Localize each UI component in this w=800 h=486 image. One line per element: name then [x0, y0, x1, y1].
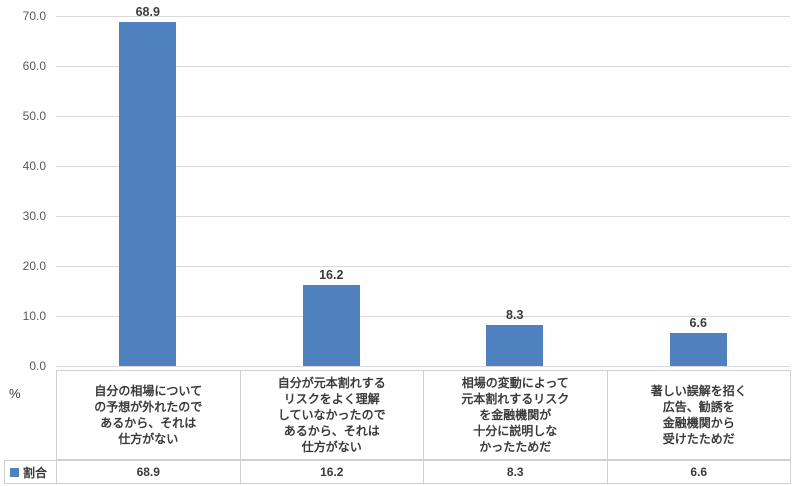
y-axis-unit-label: %	[9, 386, 21, 401]
y-axis-tick-label: 60.0	[22, 59, 46, 73]
category-label-line: あるから、それは	[100, 416, 197, 430]
bar-4	[669, 333, 727, 366]
gridline	[56, 66, 790, 67]
category-label-line: を金融機関が	[479, 408, 552, 422]
bar-value-label: 16.2	[319, 268, 344, 282]
category-label-line: の予想が外れたので	[94, 400, 203, 414]
gridline	[56, 316, 790, 317]
y-axis-tick-label: 20.0	[22, 259, 46, 273]
bar-value-label: 68.9	[135, 4, 160, 19]
y-axis-tick-label: 50.0	[22, 109, 46, 123]
data-table-value: 68.9	[56, 460, 240, 484]
legend-cell: 割合	[4, 460, 56, 484]
category-label-line: 仕方がない	[301, 440, 362, 454]
category-label-line: 著しい誤解を招く	[650, 384, 747, 398]
gridline	[56, 216, 790, 217]
bar-value-label: 8.3	[506, 307, 524, 322]
category-label-line: 自分が元本割れする	[277, 376, 386, 390]
category-label-line: 相場の変動によって	[461, 376, 569, 390]
category-label-line: 元本割れするリスク	[461, 392, 570, 406]
category-label-line: していなかったので	[277, 408, 386, 422]
category-label-line: 自分の相場について	[94, 384, 203, 398]
gridline	[56, 266, 790, 267]
category-label-line: 仕方がない	[118, 432, 179, 446]
bar-value-label: 6.6	[689, 316, 707, 330]
data-table-value: 6.6	[606, 460, 791, 484]
bar-2	[302, 285, 360, 366]
category-label-line: 金融機関から	[662, 416, 735, 430]
series-marker-icon	[10, 467, 19, 477]
gridline	[56, 166, 790, 167]
y-axis-tick-label: 70.0	[22, 9, 46, 23]
gridline	[56, 366, 790, 367]
x-axis-category-label: 相場の変動によって 元本割れするリスク を金融機関が 十分に説明しな かったためだ	[423, 370, 607, 460]
category-label-line: リスクをよく理解	[283, 392, 380, 406]
category-label-line: 広告、勧誘を	[662, 400, 735, 414]
y-axis-tick-label: 30.0	[22, 209, 46, 223]
data-table-value: 8.3	[423, 460, 607, 484]
category-label-line: あるから、それは	[283, 424, 380, 438]
bar-3	[486, 324, 544, 366]
bar-1	[119, 21, 177, 366]
x-axis-category-label: 自分が元本割れする リスクをよく理解 していなかったので あるから、それは 仕方がない	[239, 370, 423, 460]
y-axis-tick-label: 40.0	[22, 159, 46, 173]
x-axis-category-label: 著しい誤解を招く 広告、勧誘を 金融機関から 受けたためだ	[606, 370, 791, 460]
y-axis-tick-label: 0.0	[29, 359, 46, 373]
gridline	[56, 16, 790, 17]
category-label-line: 十分に説明しな	[473, 424, 558, 438]
x-axis-category-label: 自分の相場について の予想が外れたので あるから、それは 仕方がない	[56, 370, 240, 460]
data-table-value: 16.2	[239, 460, 423, 484]
gridline	[56, 116, 790, 117]
y-axis-tick-label: 10.0	[22, 309, 46, 323]
category-label-line: 受けたためだ	[662, 432, 735, 446]
category-label-line: かったためだ	[479, 440, 552, 454]
legend-series-label: 割合	[23, 465, 48, 480]
